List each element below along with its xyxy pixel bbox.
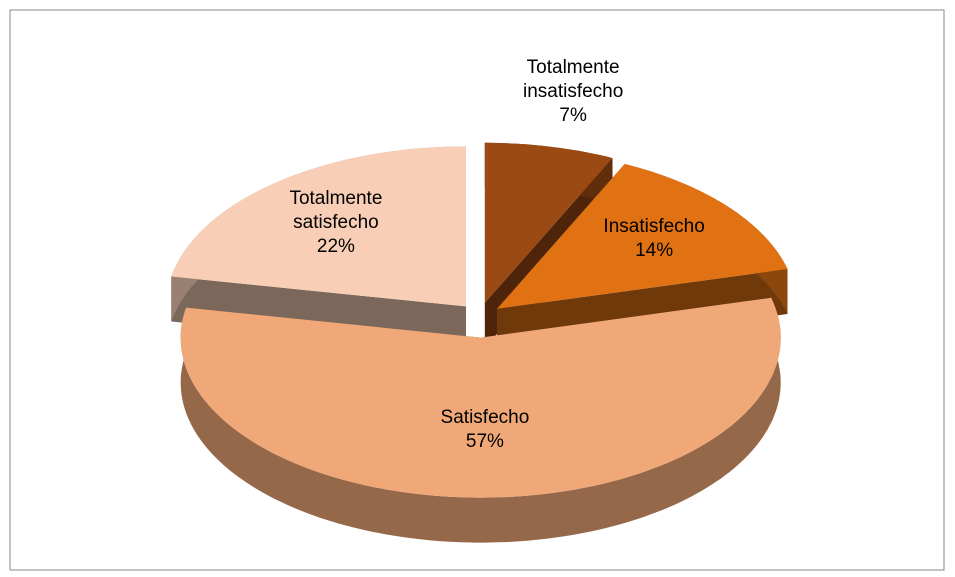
slice-top: [497, 164, 788, 309]
category-label: Totalmente satisfecho: [289, 187, 383, 233]
slice-top: [180, 297, 781, 498]
value-label: 7%: [559, 105, 587, 127]
data-label: Totalmente insatisfecho 7%: [498, 56, 648, 128]
value-label: 22%: [316, 235, 355, 257]
data-label: Insatisfecho 14%: [579, 215, 729, 263]
slice: [180, 297, 781, 543]
slice-top: [171, 146, 467, 307]
category-label: Totalmente insatisfecho: [522, 57, 624, 103]
category-label: Insatisfecho: [603, 216, 705, 238]
slice-top: [484, 142, 613, 303]
category-label: Satisfecho: [440, 406, 530, 428]
slice-side: [180, 297, 781, 543]
data-label: Totalmente satisfecho 22%: [261, 187, 411, 259]
value-label: 57%: [465, 430, 504, 452]
data-label: Satisfecho 57%: [410, 406, 560, 454]
value-label: 14%: [635, 240, 674, 262]
